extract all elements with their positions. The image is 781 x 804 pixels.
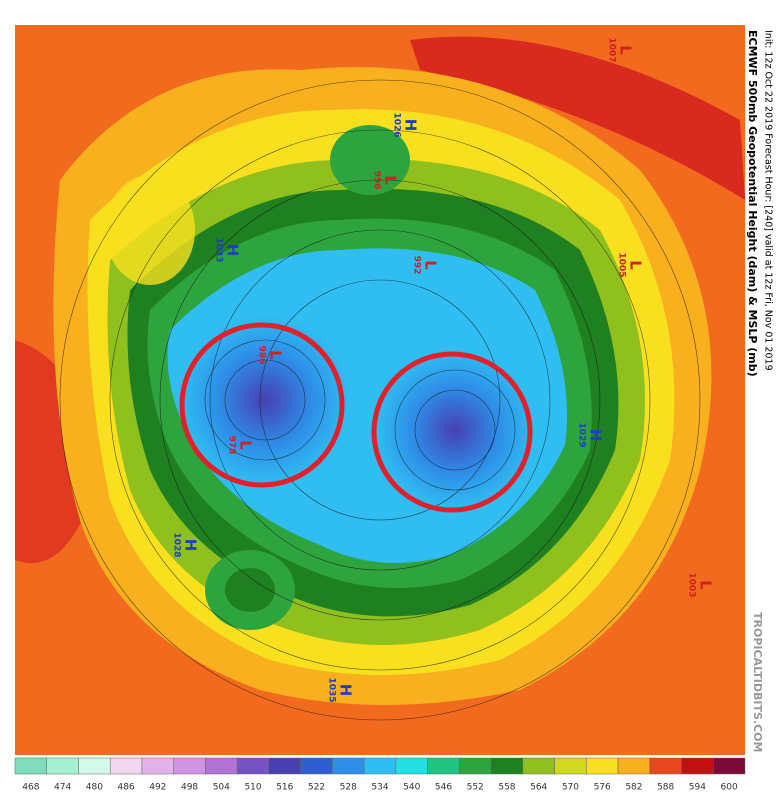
colorbar-swatch (554, 757, 587, 775)
pressure-value: 1033 (214, 237, 224, 262)
colorbar-label: 564 (530, 783, 547, 793)
pressure-value: 1005 (617, 252, 627, 277)
colorbar-label: 558 (498, 783, 515, 793)
colorbar-label: 600 (721, 783, 738, 793)
colorbar-swatch (363, 757, 397, 775)
pressure-symbol: L (627, 260, 645, 270)
colorbar-label: 588 (657, 783, 674, 793)
colorbar-label: 570 (562, 783, 579, 793)
pressure-symbol: H (337, 684, 355, 697)
pressure-symbol: L (697, 580, 715, 590)
colorbar-swatch (173, 757, 206, 775)
colorbar-label: 468 (22, 783, 39, 793)
colorbar-swatch (46, 757, 79, 775)
colorbar-label: 492 (149, 783, 166, 793)
pressure-symbol: L (237, 440, 255, 450)
pressure-value: 1028 (172, 532, 182, 557)
pressure-symbol: H (182, 539, 200, 552)
colorbar-swatch (205, 757, 238, 775)
colorbar-label: 594 (689, 783, 706, 793)
colorbar-swatch (522, 757, 555, 775)
colorbar-swatch (427, 757, 460, 775)
colorbar-label: 540 (403, 783, 420, 793)
colorbar-label: 552 (467, 783, 484, 793)
colorbar-swatch (236, 757, 270, 775)
map-subtitle: Init: 12z Oct 22 2019 Forecast Hour: [24… (763, 30, 774, 371)
pressure-value: 992 (412, 256, 422, 275)
colorbar: 468 474 480 486 492 498 504 510 516 522 528 534 540 5… (14, 757, 746, 793)
pressure-value: 986 (257, 346, 267, 365)
colorbar-label: 522 (308, 783, 325, 793)
pressure-value: 1003 (687, 572, 697, 597)
highlight-circle (371, 351, 533, 513)
colorbar-swatch (490, 757, 524, 775)
colorbar-swatch (681, 757, 714, 775)
colorbar-swatch (649, 757, 682, 775)
pressure-symbol: L (617, 45, 635, 55)
colorbar-swatch (332, 757, 365, 775)
colorbar-label: 528 (340, 783, 357, 793)
pressure-symbol: H (587, 429, 605, 442)
map (15, 25, 745, 755)
colorbar-label: 504 (213, 783, 230, 793)
colorbar-swatch (586, 757, 619, 775)
colorbar-label: 546 (435, 783, 452, 793)
map-title: ECMWF 500mb Geopotential Height (dam) & … (746, 30, 759, 377)
colorbar-label: 576 (594, 783, 611, 793)
colorbar-label: 510 (244, 783, 261, 793)
pressure-symbol: L (422, 260, 440, 270)
pressure-symbol: H (224, 244, 242, 257)
pressure-symbol: H (402, 119, 420, 132)
colorbar-label: 516 (276, 783, 293, 793)
pressure-value: 978 (227, 436, 237, 455)
pressure-symbol: L (267, 350, 285, 360)
colorbar-label: 498 (181, 783, 198, 793)
colorbar-label: 582 (625, 783, 642, 793)
pressure-value: 1026 (392, 112, 402, 137)
colorbar-swatch (713, 757, 746, 775)
colorbar-swatch (459, 757, 492, 775)
colorbar-swatch (300, 757, 333, 775)
colorbar-label: 480 (86, 783, 103, 793)
pressure-value: 1007 (607, 37, 617, 62)
credit: TROPICALTIDBITS.COM (751, 612, 764, 752)
colorbar-swatch (109, 757, 143, 775)
colorbar-swatch (78, 757, 111, 775)
colorbar-swatch (395, 757, 428, 775)
colorbar-label: 474 (54, 783, 71, 793)
colorbar-swatch (14, 757, 47, 775)
pressure-value: 1035 (327, 677, 337, 702)
colorbar-swatch (268, 757, 301, 775)
pressure-value: 1029 (577, 422, 587, 447)
colorbar-swatch (617, 757, 651, 775)
colorbar-swatch (141, 757, 174, 775)
colorbar-label: 486 (117, 783, 134, 793)
pressure-value: 996 (372, 171, 382, 190)
pressure-symbol: L (382, 175, 400, 185)
colorbar-label: 534 (371, 783, 388, 793)
highlight-circle (179, 322, 345, 488)
